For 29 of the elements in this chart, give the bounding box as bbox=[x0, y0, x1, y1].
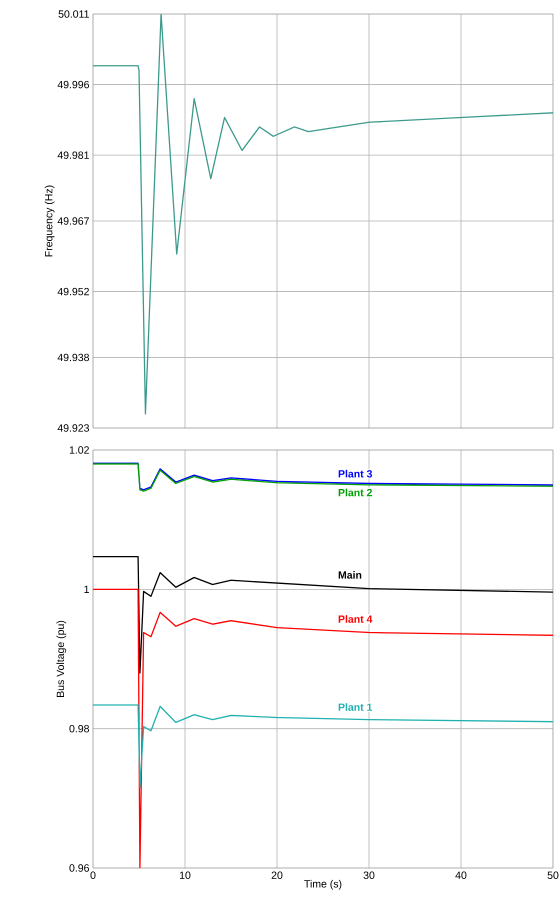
line-series bbox=[92, 704, 553, 788]
y-tick-label: 0.96 bbox=[69, 864, 90, 872]
x-tick-label: 40 bbox=[455, 872, 466, 879]
y-axis-title: Bus Voltage (pu) bbox=[56, 620, 66, 697]
series-label: Plant 1 bbox=[338, 703, 372, 711]
y-tick-label: 49.996 bbox=[58, 80, 89, 88]
x-tick-label: 0 bbox=[90, 872, 96, 879]
line-series bbox=[92, 14, 553, 415]
y-axis-title: Frequency (Hz) bbox=[44, 186, 54, 256]
series-label: Plant 4 bbox=[338, 615, 372, 623]
y-tick-label: 0.98 bbox=[69, 724, 90, 732]
y-tick-label: 49.967 bbox=[58, 217, 89, 225]
y-tick-label: 49.981 bbox=[58, 151, 89, 159]
series-label: Plant 3 bbox=[338, 470, 372, 478]
y-tick-label: 49.938 bbox=[58, 354, 89, 362]
y-tick-label: 1 bbox=[84, 586, 89, 593]
line-series bbox=[92, 588, 553, 868]
x-tick-label: 10 bbox=[180, 872, 190, 879]
x-axis-title: Time (s) bbox=[304, 880, 342, 890]
line-series bbox=[92, 556, 553, 674]
y-tick-label: 49.923 bbox=[58, 424, 89, 432]
x-tick-label: 30 bbox=[364, 872, 374, 879]
y-tick-label: 1.02 bbox=[70, 446, 89, 454]
series-label: Main bbox=[338, 571, 362, 579]
series-label: Plant 2 bbox=[338, 488, 372, 496]
y-tick-label: 49.952 bbox=[58, 288, 89, 296]
x-tick-label: 50 bbox=[548, 872, 558, 879]
x-tick-label: 20 bbox=[272, 872, 282, 879]
y-tick-label: 50.011 bbox=[58, 10, 89, 18]
